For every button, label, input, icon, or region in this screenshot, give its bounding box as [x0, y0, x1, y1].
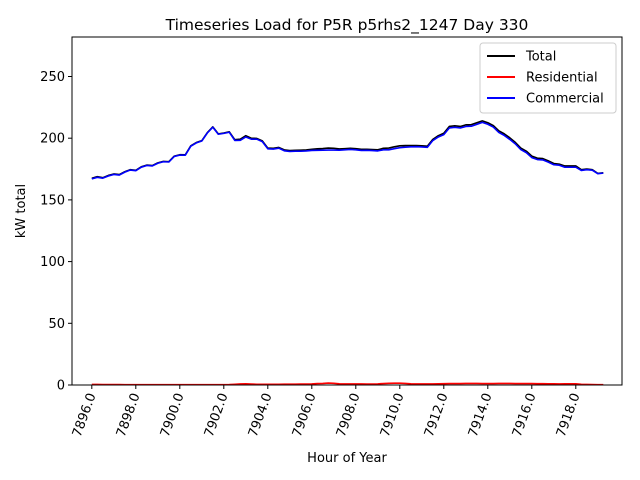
y-tick-label: 250: [40, 70, 65, 85]
y-axis-label: kW total: [14, 184, 29, 238]
axes-frame: [71, 36, 623, 386]
series-line-2: [91, 121, 604, 180]
legend-frame: [479, 42, 617, 114]
legend-label-0: Total: [525, 50, 556, 65]
y-tick-label: 0: [57, 379, 65, 394]
legend-label-2: Commercial: [526, 92, 604, 107]
y-tick-label: 100: [40, 255, 65, 270]
legend-label-1: Residential: [526, 71, 598, 86]
y-tick-label: 150: [40, 193, 65, 208]
y-tick-label: 50: [48, 317, 65, 332]
plot-area: [71, 36, 623, 386]
y-axis: 0 50 100 150 200 250: [40, 70, 72, 394]
chart-title: Timeseries Load for P5R p5rhs2_1247 Day …: [165, 16, 529, 35]
legend: Total Residential Commercial: [479, 42, 617, 114]
x-axis-label: Hour of Year: [307, 451, 387, 466]
y-tick-label: 200: [40, 132, 65, 147]
